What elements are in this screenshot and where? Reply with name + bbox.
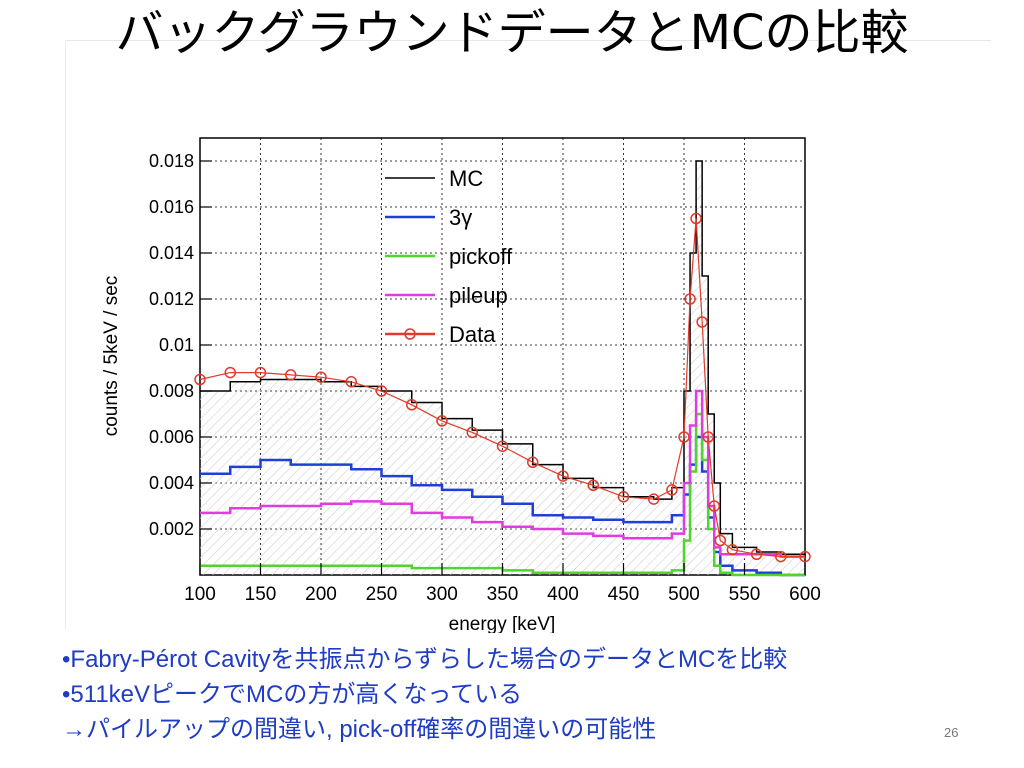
data-point-marker bbox=[466, 426, 478, 439]
data-point-marker bbox=[375, 385, 388, 397]
y-tick-label: 0.008 bbox=[149, 381, 194, 401]
data-point-marker bbox=[587, 479, 599, 492]
y-tick-label: 0.006 bbox=[149, 427, 194, 447]
x-tick-label: 350 bbox=[487, 584, 519, 605]
data-point-marker bbox=[750, 548, 763, 561]
legend-marker bbox=[404, 328, 416, 340]
bullet-item: •Fabry-Pérot Cavityを共振点からずらした場合のデータとMCを比… bbox=[62, 646, 788, 673]
data-point-marker bbox=[224, 366, 236, 379]
y-tick-label: 0.002 bbox=[149, 519, 194, 539]
series-3gamma-line bbox=[200, 435, 805, 577]
page-number: 26 bbox=[944, 725, 959, 740]
x-tick-label: 500 bbox=[668, 584, 700, 605]
data-point-marker bbox=[799, 550, 811, 563]
legend-label: Data bbox=[449, 322, 496, 347]
data-point-marker bbox=[702, 431, 714, 443]
legend: MC 3γ pickoff pileup Data bbox=[385, 166, 513, 347]
x-tick-label: 550 bbox=[729, 584, 761, 605]
x-tick-label: 450 bbox=[608, 584, 640, 605]
data-point-marker bbox=[496, 440, 509, 452]
data-point-marker bbox=[406, 399, 418, 411]
data-point-marker bbox=[666, 484, 678, 496]
data-point-marker bbox=[194, 373, 206, 386]
data-point-marker bbox=[726, 543, 739, 556]
y-tick-label: 0.004 bbox=[149, 473, 194, 493]
x-tick-label: 250 bbox=[366, 584, 398, 605]
data-point-marker bbox=[684, 293, 696, 305]
x-tick-label: 400 bbox=[547, 584, 579, 605]
bullet-item: •511keVピークでMCの方が高くなっている bbox=[62, 681, 523, 708]
legend-label: pileup bbox=[449, 283, 508, 308]
x-tick-label: 100 bbox=[184, 584, 216, 605]
slide-title: バックグラウンドデータとMCの比較 bbox=[115, 5, 909, 61]
bullet-list: •Fabry-Pérot Cavityを共振点からずらした場合のデータとMCを比… bbox=[62, 642, 1012, 747]
legend-label: MC bbox=[449, 166, 483, 191]
data-point-marker bbox=[315, 371, 327, 383]
data-point-marker bbox=[690, 212, 702, 225]
series-pileup-line bbox=[200, 389, 805, 558]
x-tick-label: 300 bbox=[426, 584, 458, 605]
mc-hatched-fill bbox=[200, 161, 805, 575]
data-point-marker bbox=[678, 431, 690, 443]
data-markers bbox=[194, 212, 811, 563]
y-axis-label: counts / 5keV / sec bbox=[101, 276, 122, 437]
data-point-marker bbox=[617, 491, 630, 503]
data-point-marker bbox=[345, 376, 357, 388]
y-tick-label: 0.01 bbox=[159, 335, 194, 355]
series-pickoff-line bbox=[200, 412, 805, 577]
legend-label: 3γ bbox=[449, 205, 472, 230]
y-tick-label: 0.012 bbox=[149, 289, 194, 309]
y-tick-label: 0.014 bbox=[149, 243, 194, 263]
data-point-marker bbox=[708, 500, 720, 512]
data-point-marker bbox=[696, 316, 708, 328]
data-point-marker bbox=[714, 534, 727, 547]
x-tick-label: 150 bbox=[245, 584, 277, 605]
series-data-line bbox=[199, 218, 805, 558]
x-tick-label: 200 bbox=[305, 584, 337, 605]
y-tick-label: 0.018 bbox=[149, 151, 194, 171]
data-point-marker bbox=[557, 470, 569, 482]
data-point-marker bbox=[436, 415, 448, 427]
data-point-marker bbox=[775, 550, 787, 563]
x-tick-label: 600 bbox=[789, 584, 821, 605]
axis-ticks: 100 150 200 250 300 350 400 450 500 550 600 0.002 0.… bbox=[149, 151, 821, 605]
data-point-marker bbox=[527, 456, 539, 469]
y-tick-label: 0.016 bbox=[149, 197, 194, 217]
data-point-marker bbox=[285, 369, 297, 381]
title-rule bbox=[65, 40, 991, 41]
energy-spectrum-chart: 100 150 200 250 300 350 400 450 500 550 600 0.002 0.… bbox=[101, 137, 821, 633]
x-axis-label: energy [keV] bbox=[449, 614, 556, 633]
bullet-item: →パイルアップの間違い, pick-off確率の間違いの可能性 bbox=[62, 716, 657, 743]
legend-label: pickoff bbox=[449, 244, 513, 269]
data-point-marker bbox=[648, 493, 660, 505]
data-point-marker bbox=[254, 366, 267, 379]
panel-rule bbox=[65, 40, 66, 630]
